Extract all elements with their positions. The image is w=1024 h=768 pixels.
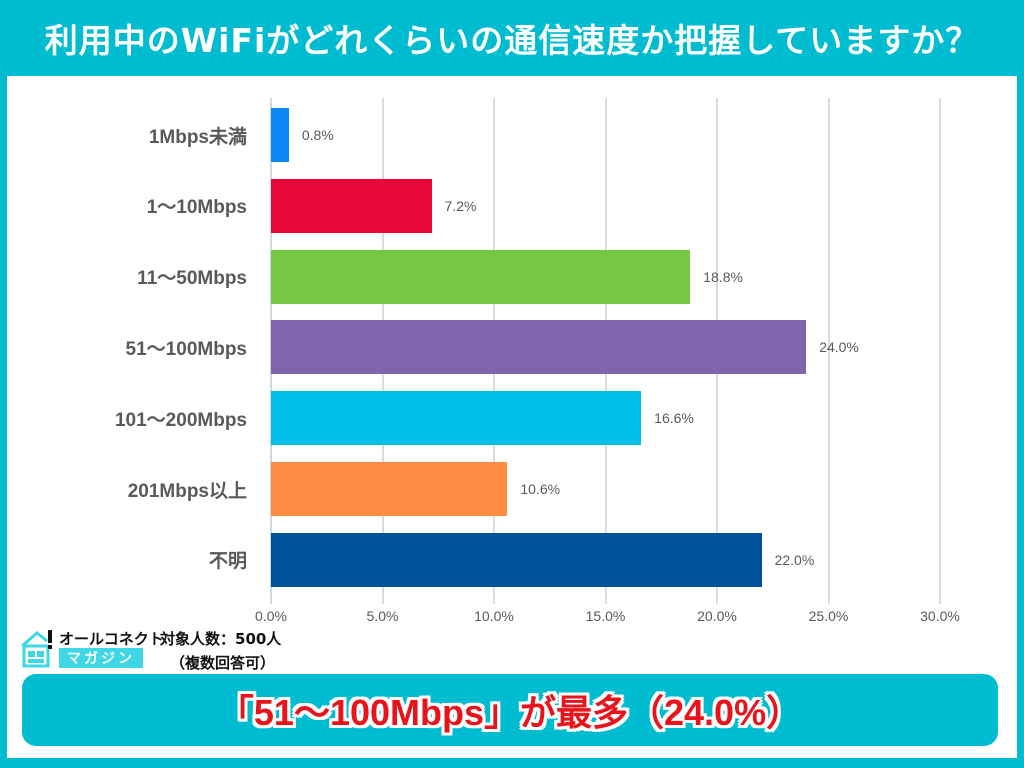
house-icon — [21, 630, 52, 668]
chart-row: 1〜10Mbps 7.2% — [7, 178, 1017, 233]
category-label: 51〜100Mbps — [125, 338, 247, 360]
bar — [271, 320, 807, 375]
category-label: 101〜200Mbps — [114, 409, 247, 431]
value-label: 24.0% — [819, 339, 859, 356]
brand-logo: オールコネクト マガジン — [19, 624, 164, 670]
value-label: 10.6% — [520, 481, 561, 497]
x-tick-label: 5.0% — [366, 608, 399, 624]
bar — [271, 108, 289, 162]
callout-text: 「51〜100Mbps」が最多（24.0%） — [217, 692, 803, 733]
x-tick-label: 0.0% — [255, 608, 287, 624]
bar — [271, 391, 642, 446]
bar — [271, 462, 508, 516]
bar — [271, 178, 432, 233]
title-bar: 利用中のWiFiがどれくらいの通信速度か把握していますか？ — [0, 0, 1024, 76]
chart-row: 201Mbps以上 10.6% — [7, 462, 1017, 516]
page-title: 利用中のWiFiがどれくらいの通信速度か把握していますか？ — [44, 21, 980, 60]
gridline — [827, 98, 830, 604]
category-label: 1Mbps未満 — [148, 126, 247, 148]
bar-chart: 0.0% 5.0% 10.0% 15.0% 20.0% 25.0% 30.0% 1Mbps未… — [7, 76, 1017, 676]
x-tick-label: 20.0% — [697, 608, 737, 624]
sample-note: （複数回答可） — [170, 654, 276, 672]
sample-size: 対象人数：500人 — [160, 630, 282, 648]
logo-subtitle: マガジン — [59, 648, 143, 668]
category-label: 1〜10Mbps — [146, 197, 247, 219]
gridline — [939, 98, 941, 604]
x-tick-label: 30.0% — [920, 608, 960, 624]
chart-row: 不明 22.0% — [7, 532, 1017, 587]
x-tick-label: 25.0% — [808, 608, 849, 624]
value-label: 22.0% — [774, 551, 815, 568]
bar — [271, 532, 762, 587]
value-label: 0.8% — [301, 127, 334, 143]
chart-row: 11〜50Mbps 18.8% — [7, 249, 1017, 304]
category-label: 11〜50Mbps — [137, 268, 247, 290]
x-tick-label: 15.0% — [585, 608, 626, 624]
value-label: 7.2% — [444, 197, 477, 214]
logo-wordmark: オールコネクト — [59, 630, 164, 648]
chart-row: 51〜100Mbps 24.0% — [7, 320, 1017, 375]
chart-row: 101〜200Mbps 16.6% — [7, 391, 1017, 446]
category-label: 201Mbps以上 — [127, 480, 247, 502]
chart-panel: 0.0% 5.0% 10.0% 15.0% 20.0% 25.0% 30.0% 1Mbps未… — [7, 76, 1017, 758]
callout-box: 「51〜100Mbps」が最多（24.0%） — [22, 674, 998, 746]
value-label: 18.8% — [703, 268, 743, 285]
chart-row: 1Mbps未満 0.8% — [7, 108, 1017, 162]
x-tick-label: 10.0% — [474, 608, 514, 624]
bar — [271, 249, 691, 304]
sample-info: 対象人数：500人 （複数回答可） — [160, 627, 281, 675]
category-label: 不明 — [208, 551, 247, 573]
value-label: 16.6% — [654, 410, 694, 427]
